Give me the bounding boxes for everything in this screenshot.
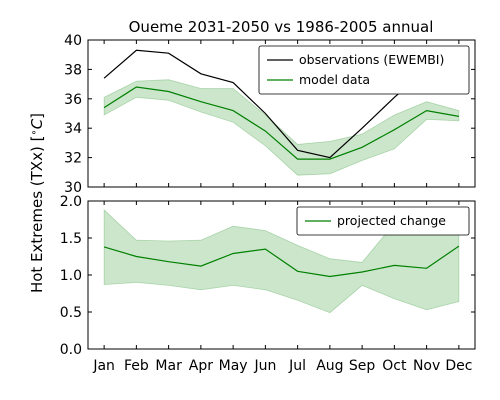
x-tick-label: Feb: [124, 358, 149, 374]
x-tick-label: Jan: [92, 358, 115, 374]
top-series-line-1: [103, 86, 460, 160]
top-y-tick-label: 38: [64, 62, 82, 78]
x-tick-label: Sep: [349, 358, 376, 374]
x-tick-label: Aug: [316, 358, 343, 374]
top-legend-label-1: model data: [299, 72, 370, 87]
bottom-legend-box: [296, 206, 470, 236]
y-axis-label-main: Hot Extremes (TXx) [: [28, 136, 46, 293]
top-uncertainty-band: [103, 79, 460, 176]
top-y-tick-label: 30: [64, 180, 82, 196]
bottom-uncertainty-band: [103, 208, 460, 314]
x-tick-label: Mar: [155, 358, 182, 374]
x-tick-label: Apr: [189, 358, 213, 374]
y-axis-label-close: ]: [28, 113, 46, 119]
bottom-y-tick-label: 1.0: [60, 268, 82, 284]
x-axis-ticks: Jan Feb Mar Apr May Jun Jul Aug Sep Oct Nov Dec: [92, 358, 472, 374]
chart-title: Oueme 2031-2050 vs 1986-2005 annual: [129, 18, 434, 36]
top-legend: observations (EWEMBI) model data: [258, 45, 470, 95]
x-tick-label: Nov: [413, 358, 440, 374]
top-legend-box: [258, 45, 470, 95]
top-y-tick-label: 36: [64, 92, 82, 108]
bottom-y-tick-label: 0.0: [60, 342, 82, 358]
top-panel: 30 32 34 36 38 40 observations (EWEMBI) model d…: [64, 33, 476, 196]
x-tick-label: Jul: [288, 358, 306, 374]
bottom-legend-label-0: projected change: [337, 213, 446, 228]
top-y-tick-label: 40: [64, 33, 82, 49]
x-tick-label: Oct: [382, 358, 407, 374]
bottom-legend: projected change: [296, 206, 470, 236]
y-axis-label: Hot Extremes (TXx) [∘C]: [28, 113, 46, 293]
x-tick-label: Dec: [445, 358, 472, 374]
top-y-tick-label: 32: [64, 151, 82, 167]
x-tick-label: May: [219, 358, 248, 374]
bottom-y-tick-label: 0.5: [60, 305, 82, 321]
top-legend-label-0: observations (EWEMBI): [299, 52, 444, 67]
x-tick-label: Jun: [253, 358, 276, 374]
bottom-series-line-0: [103, 245, 460, 278]
y-axis-label-degree: ∘: [29, 129, 40, 135]
top-axes-frame: [87, 39, 476, 188]
top-y-tick-label: 34: [64, 121, 82, 137]
y-axis-label-unit: C: [28, 118, 46, 129]
bottom-panel: 0.0 0.5 1.0 1.5 2.0 projected change: [60, 194, 476, 358]
bottom-y-tick-label: 2.0: [60, 194, 82, 210]
bottom-y-tick-label: 1.5: [60, 231, 82, 247]
